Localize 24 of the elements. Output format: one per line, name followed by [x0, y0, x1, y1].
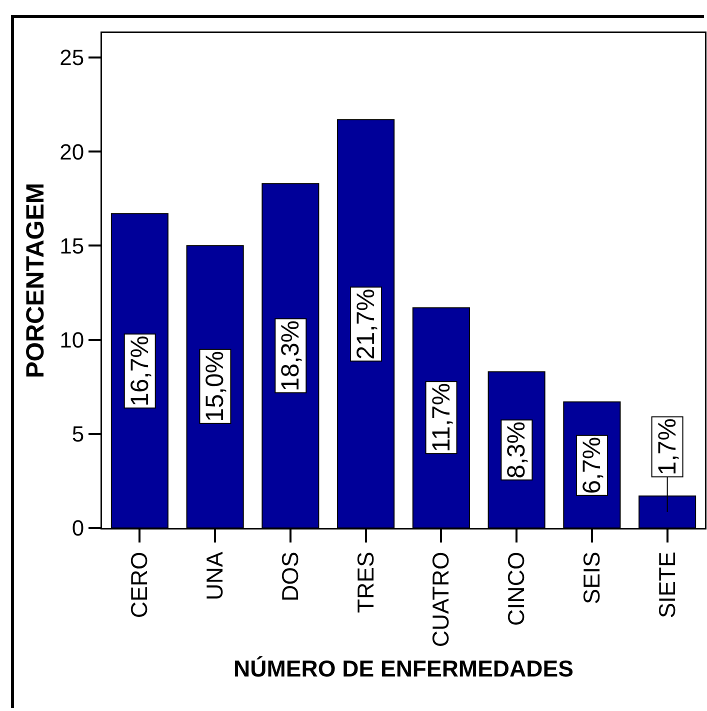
x-tick-label: CUATRO: [428, 552, 454, 648]
x-tick-label: UNA: [202, 551, 228, 600]
data-label: 15,0%: [201, 351, 230, 422]
y-tick-label: 15: [60, 233, 84, 258]
x-tick-label: CINCO: [503, 552, 530, 626]
y-tick-label: 0: [72, 516, 84, 541]
data-label: 21,7%: [352, 288, 380, 360]
x-tick-label: TRES: [352, 552, 378, 614]
data-label: 16,7%: [126, 336, 154, 407]
data-label: 1,7%: [653, 418, 682, 476]
x-axis-title: NÚMERO DE ENFERMEDADES: [234, 655, 574, 682]
x-tick-label: SEIS: [578, 552, 604, 604]
x-tick-label: SIETE: [654, 552, 680, 618]
data-label: 6,7%: [578, 436, 606, 494]
y-tick-label: 5: [72, 422, 84, 447]
data-label: 18,3%: [276, 320, 305, 392]
x-tick-label: DOS: [276, 552, 303, 602]
x-tick-label: CERO: [126, 552, 152, 618]
y-tick-label: 25: [60, 45, 84, 70]
y-axis-title: PORCENTAGEM: [22, 182, 50, 378]
y-tick-label: 20: [60, 139, 84, 164]
y-tick-label: 10: [60, 327, 84, 352]
data-label: 11,7%: [427, 383, 456, 452]
data-label: 8,3%: [502, 421, 531, 478]
